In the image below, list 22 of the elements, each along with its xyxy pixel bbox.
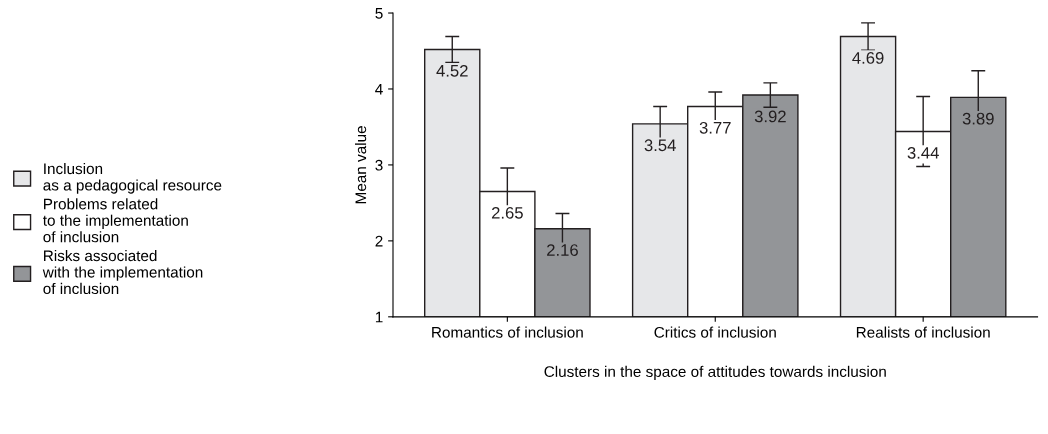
- y-tick-label: 1: [375, 311, 383, 323]
- x-axis-title: Clusters in the space of attitudes towards inclusion: [544, 365, 886, 381]
- legend-label: Risks associated with the implementation of inclusion: [42, 249, 203, 295]
- data-label: 3.44: [907, 146, 939, 159]
- data-label: 2.65: [491, 206, 523, 219]
- data-label: 3.92: [754, 110, 786, 123]
- legend-label: Inclusion as a pedagogical resource: [43, 162, 222, 194]
- data-label: 3.54: [644, 139, 676, 152]
- x-tick-label: Romantics of inclusion: [432, 326, 583, 338]
- y-tick-label: 5: [375, 8, 383, 19]
- data-label: 4.52: [436, 64, 468, 77]
- x-tick-label: Realists of inclusion: [856, 326, 990, 338]
- y-tick-label: 2: [375, 235, 383, 247]
- y-axis-title: Mean value: [354, 126, 367, 204]
- data-label: 3.77: [699, 121, 731, 134]
- data-label: 4.69: [852, 52, 884, 64]
- y-tick-label: 4: [375, 84, 383, 95]
- data-label: 3.89: [962, 112, 994, 125]
- data-label: 2.16: [547, 244, 578, 256]
- y-tick-label: 3: [375, 159, 383, 171]
- legend-label: Problems related to the implementation of inclusion: [43, 198, 188, 243]
- x-tick-label: Critics of inclusion: [654, 326, 776, 338]
